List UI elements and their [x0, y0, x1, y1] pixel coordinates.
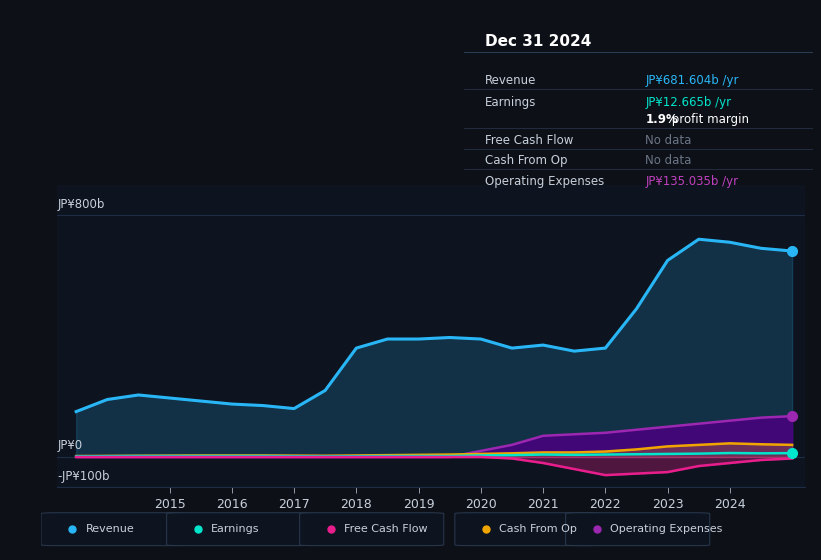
FancyBboxPatch shape [455, 513, 599, 545]
Text: JP¥681.604b /yr: JP¥681.604b /yr [645, 74, 739, 87]
Text: No data: No data [645, 133, 691, 147]
Text: Revenue: Revenue [85, 524, 134, 534]
Text: Free Cash Flow: Free Cash Flow [484, 133, 573, 147]
Text: JP¥800b: JP¥800b [57, 198, 105, 211]
Text: -JP¥100b: -JP¥100b [57, 470, 110, 483]
Text: JP¥0: JP¥0 [57, 440, 83, 452]
Text: Dec 31 2024: Dec 31 2024 [484, 35, 591, 49]
FancyBboxPatch shape [41, 513, 186, 545]
Text: 1.9%: 1.9% [645, 113, 678, 126]
Text: Free Cash Flow: Free Cash Flow [344, 524, 428, 534]
Text: Operating Expenses: Operating Expenses [610, 524, 722, 534]
Text: Revenue: Revenue [484, 74, 536, 87]
Text: Cash From Op: Cash From Op [484, 154, 567, 167]
Text: Earnings: Earnings [484, 96, 536, 109]
Text: JP¥135.035b /yr: JP¥135.035b /yr [645, 175, 738, 188]
FancyBboxPatch shape [566, 513, 709, 545]
Text: profit margin: profit margin [668, 113, 749, 126]
Text: Earnings: Earnings [211, 524, 259, 534]
FancyBboxPatch shape [167, 513, 310, 545]
Text: No data: No data [645, 154, 691, 167]
Text: Operating Expenses: Operating Expenses [484, 175, 604, 188]
Text: JP¥12.665b /yr: JP¥12.665b /yr [645, 96, 732, 109]
FancyBboxPatch shape [300, 513, 443, 545]
Text: Cash From Op: Cash From Op [499, 524, 577, 534]
